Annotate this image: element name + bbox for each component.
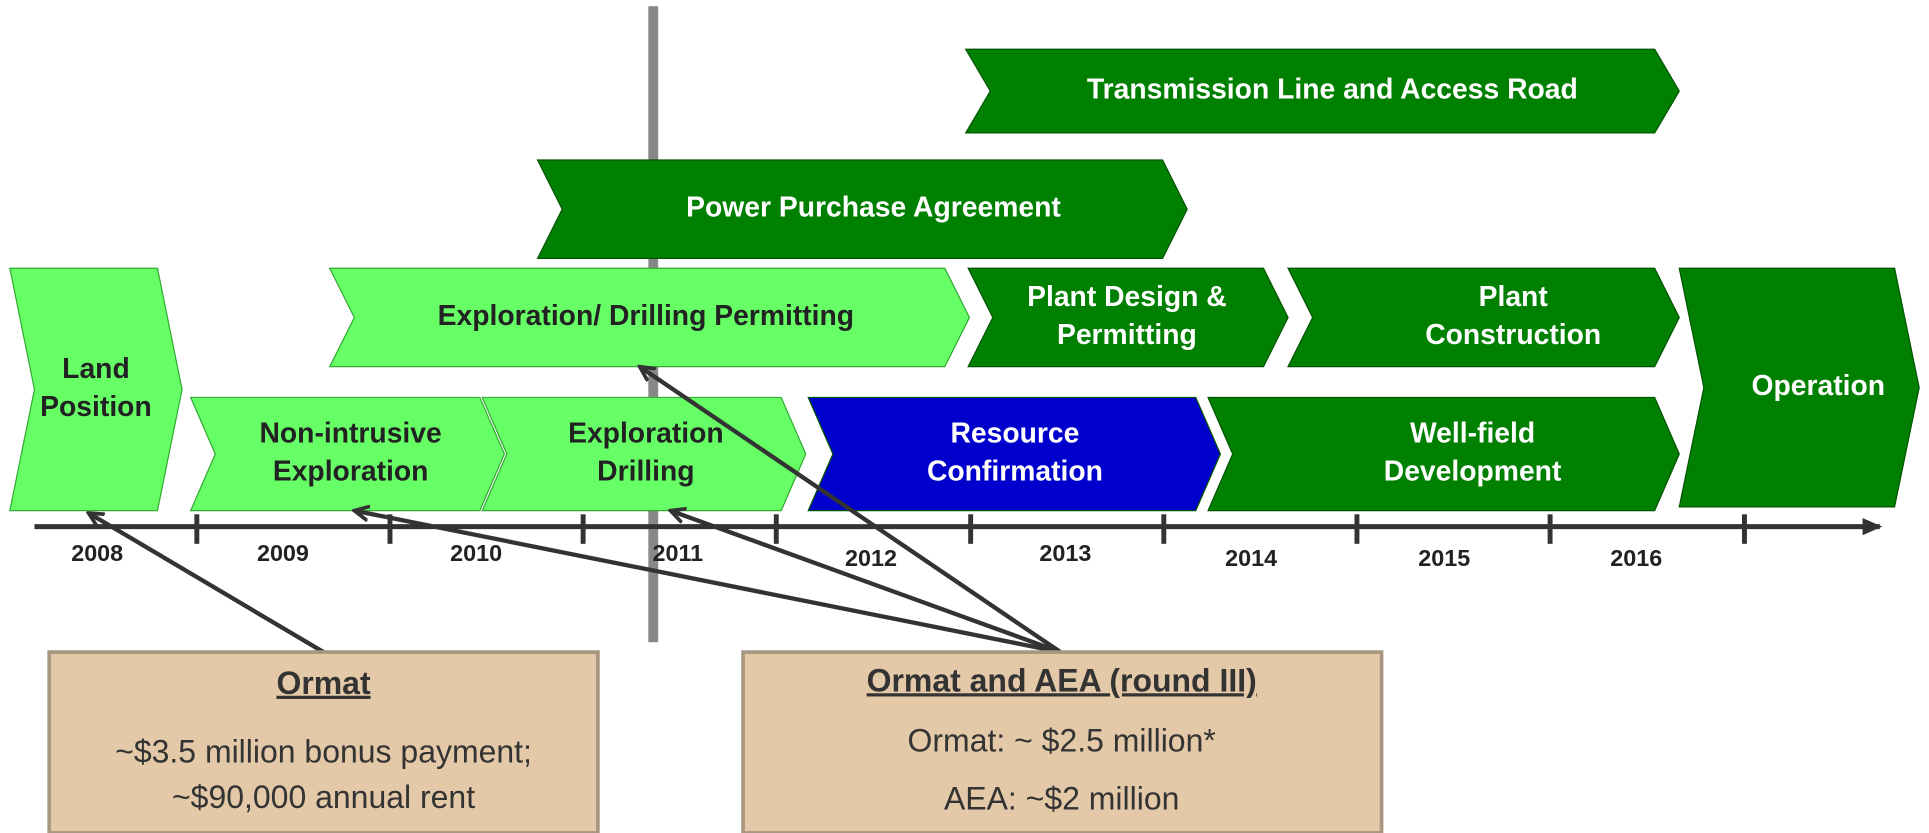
phase-label: Plant Design &: [1027, 280, 1227, 312]
year-label: 2015: [1418, 545, 1470, 571]
box-title: Ormat and AEA (round III): [867, 662, 1257, 698]
phase-label: Exploration: [273, 455, 429, 487]
phase-label: Operation: [1751, 369, 1885, 401]
phase-label: Plant: [1479, 280, 1549, 312]
phase-chevron: [1287, 267, 1680, 368]
phase-chevron: [807, 396, 1222, 512]
arrow: [89, 513, 325, 654]
year-label: 2010: [450, 540, 502, 566]
phase-chevron: [1678, 267, 1920, 508]
phase-label: Transmission Line and Access Road: [1087, 73, 1578, 105]
phase-chevron: [189, 396, 506, 512]
phase-label: Position: [40, 390, 152, 422]
year-label: 2009: [257, 540, 309, 566]
phase-label: Land: [62, 352, 130, 384]
info-box: [741, 650, 1384, 833]
phase-label: Non-intrusive: [259, 416, 441, 448]
phase-label: Exploration/ Drilling Permitting: [438, 299, 854, 331]
phase-label: Development: [1384, 455, 1562, 487]
year-label: 2014: [1225, 545, 1277, 571]
phase-label: Construction: [1425, 318, 1601, 350]
box-line: ~$90,000 annual rent: [172, 779, 475, 815]
phase-chevron: [536, 159, 1188, 260]
phase-label: Exploration: [568, 416, 724, 448]
phase-chevron: [1207, 396, 1680, 512]
phase-chevron: [964, 48, 1680, 134]
box-line: AEA: ~$2 million: [944, 780, 1179, 816]
year-label: 2016: [1610, 545, 1662, 571]
year-label: 2012: [845, 545, 897, 571]
phase-chevron: [967, 267, 1289, 368]
phase-chevron: [328, 267, 971, 368]
year-label: 2008: [71, 540, 123, 566]
phase-chevron: [9, 267, 183, 512]
box-line: Ormat: ~ $2.5 million*: [908, 723, 1216, 759]
phase-label: Confirmation: [927, 455, 1103, 487]
phase-label: Well-field: [1410, 416, 1535, 448]
phase-label: Power Purchase Agreement: [686, 191, 1061, 223]
arrow: [640, 367, 1062, 654]
arrow: [670, 511, 1062, 655]
year-label: 2013: [1039, 540, 1091, 566]
phase-label: Permitting: [1057, 318, 1197, 350]
year-label: 2011: [653, 540, 704, 566]
arrow: [354, 511, 1061, 655]
box-title: Ormat: [276, 665, 371, 701]
box-line: ~$3.5 million bonus payment;: [115, 734, 532, 770]
phase-label: Resource: [950, 416, 1079, 448]
phase-label: Drilling: [597, 455, 694, 487]
